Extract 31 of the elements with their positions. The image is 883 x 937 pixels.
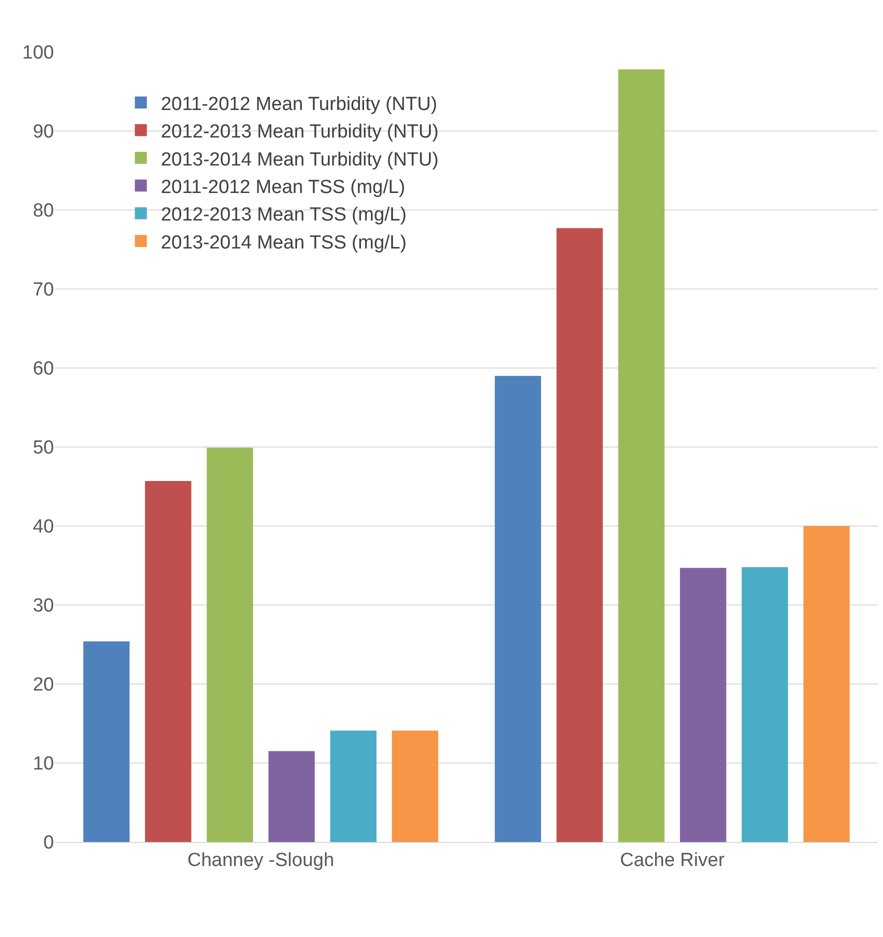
x-tick-label: Cache River: [620, 850, 726, 871]
y-tick-label: 100: [22, 42, 54, 64]
y-tick-label: 60: [32, 358, 54, 380]
legend-label: 2012-2013 Mean Turbidity (NTU): [160, 122, 439, 143]
bar: [556, 228, 603, 842]
bar: [742, 567, 788, 842]
y-tick-label: 40: [32, 516, 54, 538]
bar: [494, 376, 542, 842]
legend-label: 2013-2014 Mean TSS (mg/L): [160, 232, 407, 254]
y-tick-label: 90: [32, 122, 54, 143]
bar: [268, 751, 315, 842]
y-tick-label: 10: [32, 754, 54, 775]
legend-label: 2011-2012 Mean TSS (mg/L): [160, 176, 406, 198]
bar: [206, 448, 254, 842]
y-tick-label: 50: [32, 438, 54, 459]
x-tick-label: Channey -Slough: [187, 850, 334, 871]
y-tick-label: 0: [43, 832, 54, 854]
bar: [803, 526, 850, 842]
bar: [392, 730, 438, 842]
legend-label: 2013-2014 Mean Turbidity (NTU): [160, 149, 439, 170]
legend-label: 2011-2012 Mean Turbidity (NTU): [160, 94, 438, 115]
y-tick-label: 30: [32, 596, 54, 617]
bar: [680, 568, 726, 842]
bar: [330, 730, 376, 842]
y-tick-label: 80: [32, 200, 54, 222]
bar: [618, 69, 665, 842]
legend-label: 2012-2013 Mean TSS (mg/L): [160, 204, 407, 226]
y-tick-label: 20: [32, 674, 54, 696]
bar: [145, 480, 192, 842]
bar: [83, 641, 130, 842]
y-tick-label: 70: [32, 280, 54, 301]
